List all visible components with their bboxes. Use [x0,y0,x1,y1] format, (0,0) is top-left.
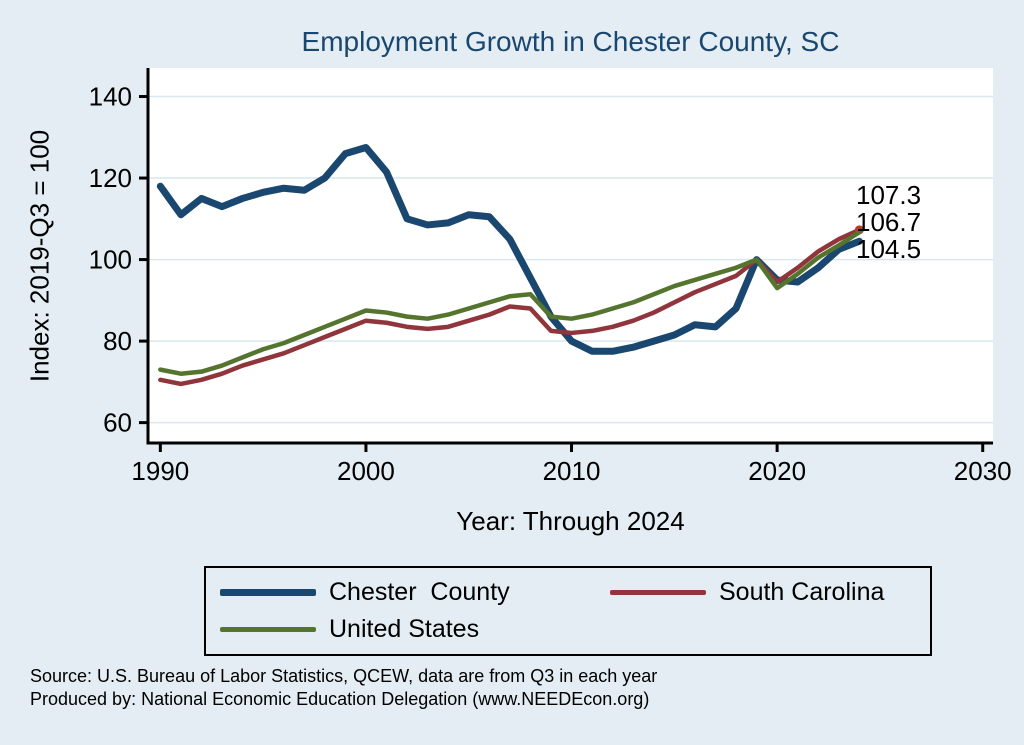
legend-item-chester-county: Chester County [220,578,610,607]
chester-county-line-icon [220,589,316,596]
legend-item-south-carolina: South Carolina [610,578,930,607]
y-tick-label: 120 [89,163,132,193]
x-tick-label: 1990 [131,456,189,486]
series-line-2 [158,230,862,376]
x-axis-title: Year: Through 2024 [456,506,685,536]
end-label-chester-county: 104.5 [856,234,922,264]
legend-label-south-carolina: South Carolina [719,578,885,606]
legend-item-united-states: United States [220,615,610,644]
series-line-0 [156,143,863,355]
legend-label-united-states: United States [329,615,480,643]
plot-background [148,68,993,443]
chart-title: Employment Growth in Chester County, SC [301,26,840,57]
x-tick-label: 2020 [748,456,806,486]
series-line-1 [158,227,862,387]
south-carolina-line-icon [610,590,706,595]
x-tick-label: 2030 [954,456,1012,486]
united-states-line-icon [220,627,316,632]
produced-by-note: Produced by: National Economic Education… [30,688,650,709]
legend-label-chester-county: Chester County [329,578,510,606]
plot-area: 60 80 100 120 140 1990 2000 2010 2020 2030 [89,68,1012,486]
footer-notes: Source: U.S. Bureau of Labor Statistics,… [30,665,657,710]
y-tick-label: 140 [89,82,132,112]
end-value-labels: 107.3 106.7 104.5 [856,182,921,263]
end-label-south-carolina: 107.3 [856,180,922,210]
y-tick-label: 80 [103,326,132,356]
y-tick-label: 100 [89,245,132,275]
x-tick-label: 2010 [543,456,601,486]
end-label-united-states: 106.7 [856,207,922,237]
y-tick-label: 60 [103,408,132,438]
legend: Chester County South Carolina United Sta… [204,566,932,656]
source-note: Source: U.S. Bureau of Labor Statistics,… [30,666,658,686]
x-tick-label: 2000 [337,456,395,486]
